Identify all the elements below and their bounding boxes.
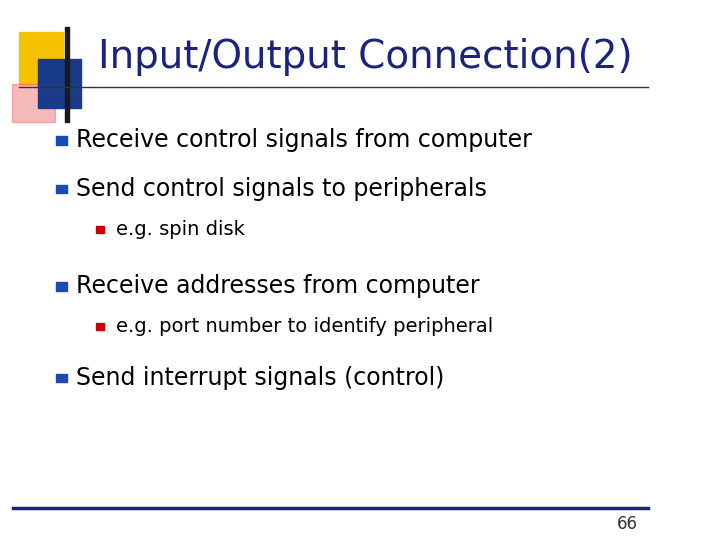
Bar bbox=[56, 374, 67, 382]
Text: Input/Output Connection(2): Input/Output Connection(2) bbox=[98, 38, 632, 76]
Bar bbox=[96, 226, 104, 233]
Bar bbox=[38, 59, 81, 108]
FancyBboxPatch shape bbox=[12, 84, 55, 122]
Text: 66: 66 bbox=[616, 515, 638, 533]
Text: e.g. spin disk: e.g. spin disk bbox=[116, 220, 245, 239]
Bar bbox=[19, 32, 63, 84]
Text: Send interrupt signals (control): Send interrupt signals (control) bbox=[76, 366, 444, 390]
Bar bbox=[65, 27, 68, 122]
Text: Receive control signals from computer: Receive control signals from computer bbox=[76, 129, 532, 152]
Bar bbox=[56, 136, 67, 145]
Text: e.g. port number to identify peripheral: e.g. port number to identify peripheral bbox=[116, 317, 493, 336]
Bar bbox=[56, 282, 67, 291]
Bar bbox=[96, 323, 104, 330]
Text: Receive addresses from computer: Receive addresses from computer bbox=[76, 274, 480, 298]
Bar bbox=[56, 185, 67, 193]
Text: Send control signals to peripherals: Send control signals to peripherals bbox=[76, 177, 487, 201]
